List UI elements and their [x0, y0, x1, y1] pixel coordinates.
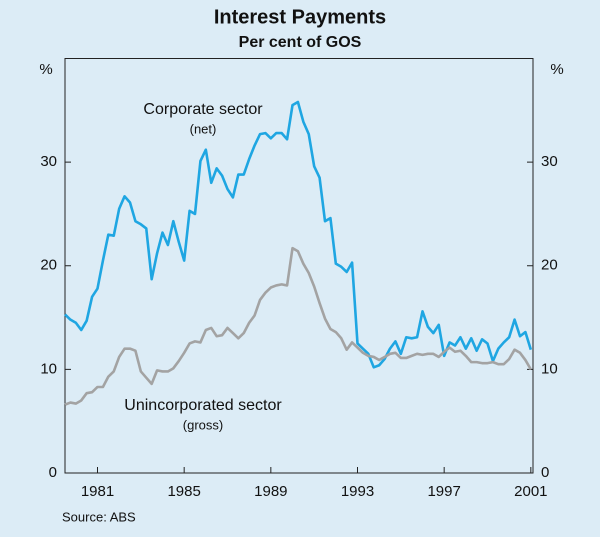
- y2-tick-label: 30: [541, 153, 558, 170]
- series-line: [64, 246, 532, 406]
- y-tick-label: 10: [40, 360, 57, 377]
- x-tick-label: 2001: [514, 483, 547, 500]
- y2-tick-label: 10: [541, 360, 558, 377]
- annotation: (net): [190, 121, 217, 136]
- chart-subtitle: Per cent of GOS: [239, 34, 362, 51]
- x-tick-label: 1993: [341, 483, 374, 500]
- x-tick-label: 1981: [81, 483, 114, 500]
- y-tick-label: 0: [49, 464, 57, 481]
- source: Source: ABS: [62, 509, 136, 524]
- chart-title: Interest Payments: [214, 6, 386, 28]
- y-tick-label: 30: [40, 153, 57, 170]
- x-tick-label: 1985: [167, 483, 200, 500]
- annotation: (gross): [183, 417, 223, 432]
- x-tick-label: 1989: [254, 483, 287, 500]
- y2-unit: %: [550, 61, 563, 78]
- series-label: Corporate sector: [143, 101, 263, 118]
- x-tick-label: 1997: [427, 483, 460, 500]
- y-tick-label: 20: [40, 257, 57, 274]
- y2-tick-label: 0: [541, 464, 549, 481]
- y-unit: %: [39, 61, 52, 78]
- y2-tick-label: 20: [541, 257, 558, 274]
- series-label: Unincorporated sector: [124, 397, 282, 414]
- series-line: [64, 100, 533, 369]
